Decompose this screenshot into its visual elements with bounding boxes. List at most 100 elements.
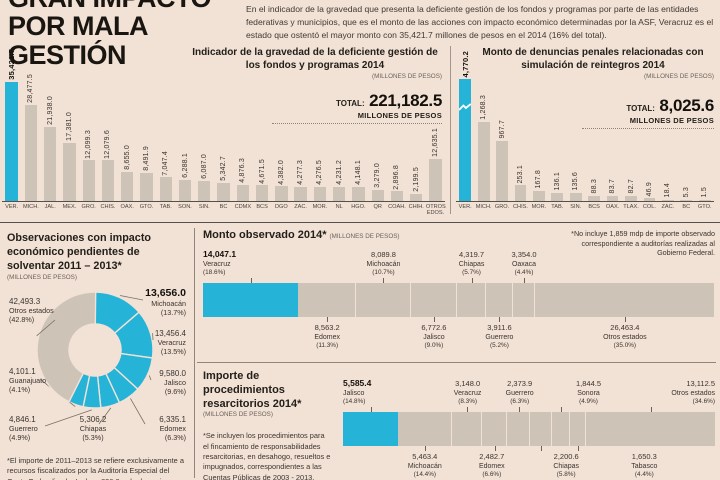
bar-group-oax: 83.7 xyxy=(603,37,621,201)
stack-label-pct: (34.6%) xyxy=(692,397,715,405)
observaciones-footnote: *El importe de 2011–2013 se refiere excl… xyxy=(7,456,184,480)
bar-group-bcs: 4,671.5 xyxy=(252,37,271,201)
stack-labels-top: 14,047.1 Veracruz (18.6%) 8,089.8 Michoacán(… xyxy=(203,243,715,283)
bar-category-label: NL xyxy=(335,204,343,210)
bar-group-qr: 3,279.0 xyxy=(368,37,387,201)
stack-segment-sonora xyxy=(551,412,571,446)
bar-category-label: GTO. xyxy=(139,204,154,210)
bar xyxy=(82,160,95,201)
monto-observado-title: Monto observado 2014* xyxy=(203,229,327,241)
bar xyxy=(371,190,384,201)
bar xyxy=(661,199,674,201)
stack-label-name: Guerrero xyxy=(485,333,514,341)
monto-observado-note: *No incluye 1,859 mdp de importe observa… xyxy=(571,229,715,258)
bar-group-zac: 18.4 xyxy=(659,37,677,201)
bar-group-son: 6,288.1 xyxy=(175,37,194,201)
bar xyxy=(217,183,230,201)
leader-tick xyxy=(624,317,626,322)
bar-category-label: CHIS. xyxy=(100,204,116,210)
stack-label-edomex: 2,482.7 Edomex (6.6%) xyxy=(479,452,505,479)
stack-label-value: 8,089.8 xyxy=(370,249,396,259)
stack-label-value: 26,463.4 xyxy=(610,323,640,332)
bar-group-bc: 5.3 xyxy=(677,37,695,201)
stack-label-pct: (18.6%) xyxy=(203,268,226,276)
dotted-divider xyxy=(272,123,442,124)
bar-category-label: BCS xyxy=(256,204,268,210)
stack-label-value: 4,319.7 xyxy=(459,249,485,259)
donut-label-name: Guerrero xyxy=(9,423,38,433)
bar xyxy=(5,82,18,201)
observaciones-title: Observaciones con impacto económico pend… xyxy=(7,232,152,273)
bar-category-label: GRO. xyxy=(81,204,96,210)
stack-label-pct: (8.3%) xyxy=(458,397,478,405)
leader-tick xyxy=(424,446,426,451)
bar xyxy=(477,122,490,201)
donut-label-michoacan: 13,656.0 Michoacán (13.7%) xyxy=(145,287,186,317)
stack-segment-chiapas xyxy=(456,283,487,317)
donut-label-edomex: 6,335.1 Edomex (6.3%) xyxy=(159,415,186,442)
resarcitorios-footnote: *Se incluyen los procedimientos para el … xyxy=(203,431,331,480)
stack-segment-otros-estados xyxy=(586,412,715,446)
bar-value-label: 1,268.3 xyxy=(480,95,488,120)
stacked-bar xyxy=(203,283,715,317)
bar-value-label: 2,896.8 xyxy=(393,164,401,190)
leader-tick xyxy=(383,278,385,283)
stack-label-value: 2,200.6 xyxy=(553,452,579,461)
severity-bar-chart: 35,421.7 28,477.5 21,938.0 17,381.0 12,099.3… xyxy=(2,37,446,217)
bar-categories: VER. MICH. GRO. CHIS. MOR. TAB. SIN. BCS OAX. TLA… xyxy=(456,202,714,210)
donut-label-name: Edomex xyxy=(159,423,186,433)
stack-label-name: Michoacán xyxy=(407,462,442,470)
leader-line xyxy=(98,407,112,425)
total-label: TOTAL: xyxy=(336,99,365,108)
donut-chart-area: 13,656.0 Michoacán (13.7%) 13,456.4 Veracruz… xyxy=(7,283,188,455)
bar-value-label: 17,381.0 xyxy=(65,111,73,141)
donut-label-value: 4,101.1 xyxy=(9,367,36,377)
bar-category-label: VER. xyxy=(5,204,19,210)
donut-label-name: Jalisco xyxy=(164,377,186,387)
bar-category-label: OAX. xyxy=(605,204,620,210)
bar-category-label: ZAC. xyxy=(294,204,307,210)
stack-label-value: 3,148.0 xyxy=(455,378,481,388)
bar-value-label: 21,938.0 xyxy=(46,96,54,126)
leader-line xyxy=(148,375,152,381)
bar-value-label: 136.1 xyxy=(553,171,561,191)
stack-label-name: Jalisco xyxy=(343,389,365,397)
stack-label-name: Chiapas xyxy=(553,462,580,470)
leader-tick xyxy=(518,407,520,412)
bar-category-label: COL. xyxy=(642,204,656,210)
bar xyxy=(698,199,711,201)
bar-category-label: MOR. xyxy=(312,204,328,210)
bar-group-mex: 17,381.0 xyxy=(60,37,79,201)
donut-label-pct: (5.3%) xyxy=(82,432,104,442)
stack-segment-guerrero xyxy=(506,412,531,446)
bar xyxy=(159,177,172,201)
bar-category-label: OAX. xyxy=(120,204,134,210)
stack-label-name: Chiapas xyxy=(458,260,485,268)
stack-label-value: 5,585.4 xyxy=(343,377,372,388)
donut-label-pct: (13.5%) xyxy=(160,346,186,356)
bar-group-mor: 167.8 xyxy=(530,37,548,201)
donut-label-pct: (4.9%) xyxy=(9,432,31,442)
donut-label-veracruz: 13,456.4 Veracruz (13.5%) xyxy=(155,329,186,356)
donut-label-value: 13,656.0 xyxy=(145,287,186,300)
donut-label-pct: (4.1%) xyxy=(9,384,31,394)
resarcitorios-stacked-bar: 5,585.4 Jalisco (14.8%) 3,148.0 Veracruz (8.3… xyxy=(343,370,715,480)
bar xyxy=(255,185,269,201)
bar-group-oax: 8,655.0 xyxy=(118,37,137,201)
stack-label-tabasco: 1,650.3 Tabasco (4.4%) xyxy=(631,452,657,479)
bar-value-label: 2,199.5 xyxy=(412,166,420,192)
bar-group-ver: 4,770.2 xyxy=(456,37,474,201)
stack-label-name: Edomex xyxy=(314,333,340,341)
severity-chart-unit: (MILLONES DE PESOS) xyxy=(372,73,442,80)
bar-category-label: VER. xyxy=(458,204,472,210)
resarcitorios-header: Importe de procedimientos resarcitorios … xyxy=(203,370,331,480)
stack-segment-michoacan xyxy=(356,283,411,317)
leader-tick xyxy=(250,278,252,283)
stack-label-michoacan: 5,463.4 Michoacán (14.4%) xyxy=(408,452,442,479)
bar xyxy=(275,186,288,201)
bar-value-label: 12,099.3 xyxy=(85,129,93,159)
bar-categories: VER. MICH. JAL. MEX. GRO. CHIS. OAX. GTO. TAB. SO… xyxy=(2,202,446,217)
bar-value-label: 4,148.1 xyxy=(354,160,362,186)
bar-value-label: 8,655.0 xyxy=(123,145,131,170)
bar xyxy=(514,185,527,201)
